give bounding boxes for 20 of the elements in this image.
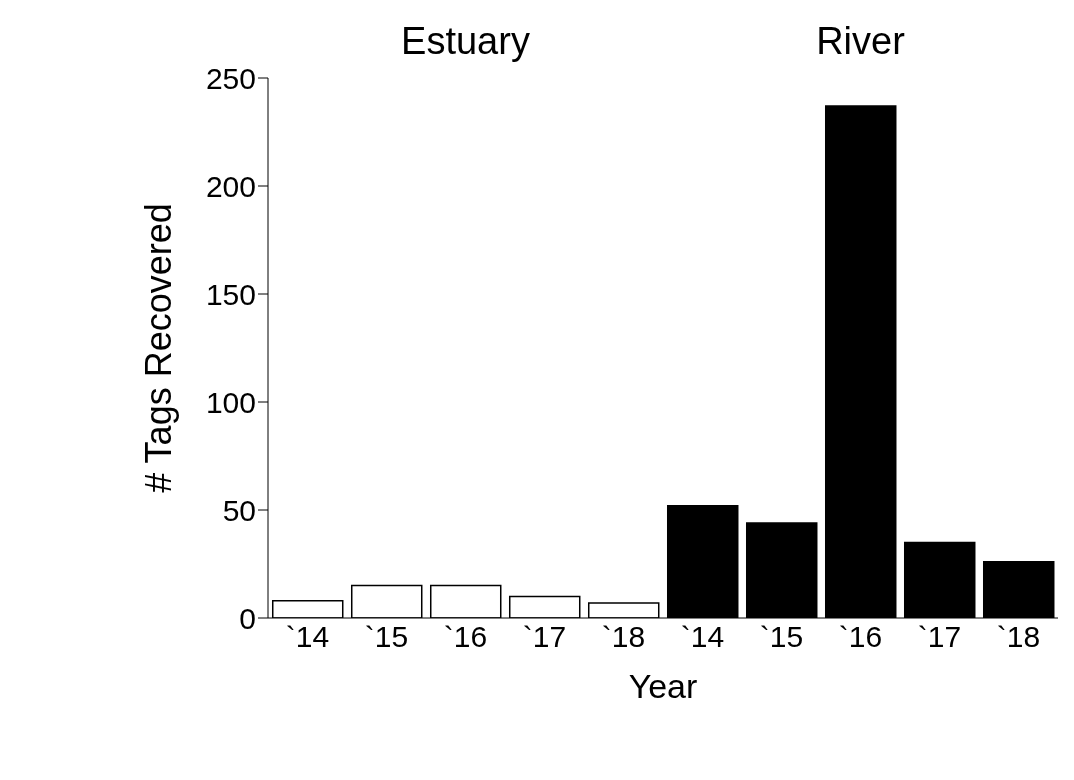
x-tick-label: `15 <box>364 620 409 654</box>
y-tick-label: 50 <box>222 493 256 527</box>
y-tick-label: 0 <box>239 601 256 635</box>
y-tick-label: 150 <box>205 277 256 311</box>
text: Estuary <box>400 20 531 63</box>
x-tick-label: `14 <box>285 620 330 654</box>
x-tick-label: `18 <box>996 620 1041 654</box>
y-tick-label: 100 <box>205 385 256 419</box>
x-tick-label: `18 <box>601 620 646 654</box>
x-tick-label: `16 <box>443 620 488 654</box>
y-axis-title: # Tags Recovered <box>137 203 179 493</box>
y-tick-label: 250 <box>205 61 256 95</box>
y-tick-label: 200 <box>205 169 256 203</box>
x-tick-label: `17 <box>917 620 962 654</box>
x-tick-label: `15 <box>759 620 804 654</box>
x-tick-label: `14 <box>680 620 725 654</box>
x-tick-label: `17 <box>522 620 567 654</box>
x-axis-title: Year <box>628 667 698 705</box>
x-tick-label: `16 <box>838 620 883 654</box>
text: River <box>815 20 906 63</box>
